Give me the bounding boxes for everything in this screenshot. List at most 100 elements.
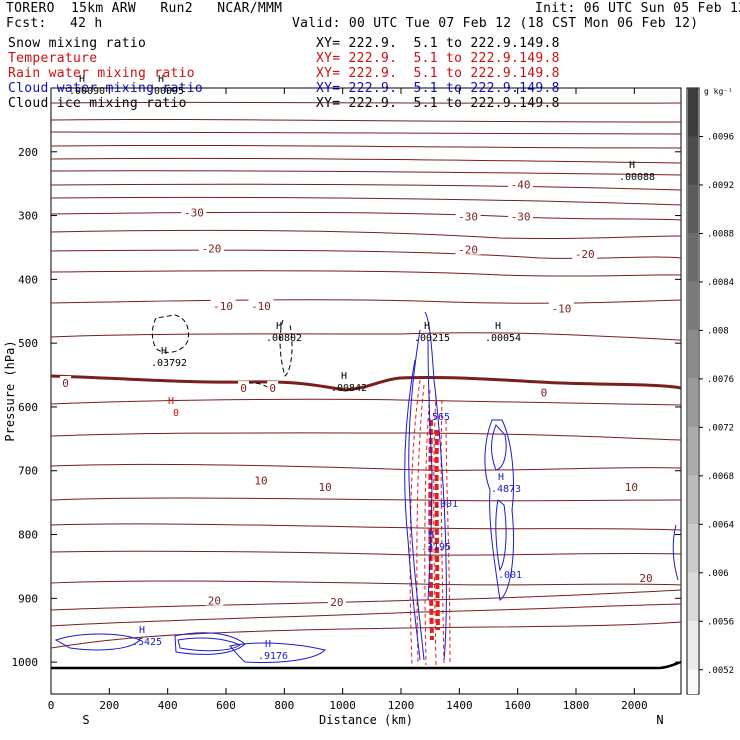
- cloud-water-contour: [424, 311, 447, 661]
- snow-contour: [151, 314, 189, 353]
- temperature-label: 10: [625, 481, 638, 494]
- y-tick-label: 1000: [12, 656, 39, 669]
- maximum-marker: H: [265, 639, 271, 650]
- temperature-label: 20: [639, 572, 652, 585]
- colorbar-swatch: [688, 136, 698, 185]
- colorbar-swatch: [688, 233, 698, 282]
- temperature-label-bg: [572, 247, 598, 260]
- temperature-label-bg: [622, 479, 641, 492]
- colorbar-tick-label: .0068: [707, 472, 734, 482]
- colorbar-tick-label: .006: [707, 569, 729, 579]
- colorbar-tick-label: .0096: [707, 132, 734, 142]
- maximum-value-label: .3195: [421, 542, 451, 553]
- temperature-label: -30: [511, 210, 531, 223]
- temperature-contour: [50, 270, 682, 277]
- x-tick-label: 600: [216, 699, 236, 712]
- maximum-value-label: .00802: [266, 333, 302, 344]
- legend-temperature: Temperature: [8, 51, 98, 66]
- temperature-label-bg: [198, 241, 224, 254]
- maximum-value-label: .9176: [258, 651, 288, 662]
- temperature-label-bg: [508, 209, 534, 222]
- cloud-water-contour: [177, 637, 241, 652]
- temperature-label-bg: [455, 209, 481, 222]
- colorbar-tick-label: .008: [707, 326, 729, 336]
- colorbar-tick-label: .0076: [707, 375, 734, 385]
- maximum-value-label: .00215: [414, 333, 450, 344]
- rain-water-contour: [440, 399, 445, 666]
- north-end-label: N: [656, 713, 663, 727]
- legend-cloud-ice: Cloud ice mixing ratio: [8, 96, 187, 111]
- cloud-water-contours: [54, 311, 679, 663]
- rain-water-contour: [433, 394, 437, 666]
- temperature-contour: [50, 118, 682, 123]
- colorbar-swatch: [688, 184, 698, 234]
- maximum-marker: H: [168, 396, 174, 407]
- model-title: TORERO 15km ARW Run2 NCAR/MMM: [6, 1, 283, 16]
- legend-rain-xy: XY= 222.9. 5.1 to 222.9.149.8: [316, 66, 560, 81]
- maximum-marker: H: [428, 530, 434, 541]
- temperature-contour: [50, 432, 682, 441]
- y-tick-label: 800: [18, 529, 38, 542]
- maximum-value-label: .565: [426, 412, 450, 423]
- colorbar-tick-label: .0092: [707, 181, 734, 191]
- temperature-contour: [50, 131, 682, 135]
- maximum-value-label: .00090: [69, 86, 105, 97]
- cloud-water-contour: [404, 359, 421, 661]
- init-time: Init: 06 UTC Sun 05 Feb 12: [535, 1, 740, 16]
- temperature-contour: [50, 211, 682, 221]
- temperature-label: -40: [511, 179, 531, 192]
- legend-snow: Snow mixing ratio: [8, 36, 147, 51]
- colorbar-swatch: [688, 669, 698, 694]
- temperature-label-bg: [248, 298, 274, 311]
- temperature-contour: [50, 157, 682, 164]
- temperature-label-bg: [205, 593, 224, 606]
- x-tick-label: 1200: [388, 699, 415, 712]
- y-tick-label: 700: [18, 465, 38, 478]
- colorbar-swatch: [688, 378, 698, 428]
- colorbar-tick-label: .0088: [707, 229, 734, 239]
- temperature-label-bg: [267, 381, 279, 394]
- rain-water-core-contour: [434, 429, 440, 631]
- cloud-water-contour: [484, 419, 514, 601]
- colorbar-tick-label: .0052: [707, 666, 734, 676]
- maximum-value-label: .00054: [485, 333, 521, 344]
- temperature-contour: [50, 144, 682, 149]
- maximum-value-label: .00095: [148, 86, 184, 97]
- temperature-label: -10: [251, 300, 271, 313]
- freezing-level-contour: [50, 374, 682, 392]
- temperature-contour: [50, 621, 682, 649]
- temperature-label-bg: [60, 375, 72, 388]
- temperature-label-bg: [538, 385, 550, 398]
- temperature-contour: [50, 196, 682, 206]
- cloud-water-contour: [495, 499, 507, 572]
- cloud-water-contour: [427, 339, 433, 601]
- maximum-marker: H: [629, 160, 635, 171]
- temperature-label: 20: [208, 595, 221, 608]
- temperature-label: 20: [330, 596, 343, 609]
- temperature-label: 0: [240, 382, 247, 395]
- x-tick-label: 400: [158, 699, 178, 712]
- forecast-hour: 42 h: [70, 16, 103, 31]
- temperature-contour: [50, 183, 682, 191]
- y-tick-label: 400: [18, 273, 38, 286]
- rain-water-contour: [424, 389, 431, 666]
- legend-temperature-xy: XY= 222.9. 5.1 to 222.9.149.8: [316, 51, 560, 66]
- maximum-marker: H: [139, 625, 145, 636]
- temperature-label: 0: [269, 382, 276, 395]
- maximum-marker: H: [341, 371, 347, 382]
- colorbar-swatch: [688, 572, 698, 622]
- temperature-contour: [50, 497, 682, 502]
- colorbar-units: g kg⁻¹: [704, 87, 733, 96]
- temperature-label: -10: [551, 302, 571, 315]
- x-tick-label: 200: [99, 699, 119, 712]
- colorbar-tick-label: .0056: [707, 617, 734, 627]
- temperature-contour: [50, 398, 682, 406]
- temperature-label-bg: [637, 571, 655, 584]
- temperature-label: -20: [575, 248, 595, 261]
- temperature-label: 0: [541, 387, 548, 400]
- temperature-contour: [50, 463, 682, 471]
- maximum-value-label: .5425: [132, 637, 162, 648]
- south-end-label: S: [82, 713, 89, 727]
- y-tick-label: 200: [18, 146, 38, 159]
